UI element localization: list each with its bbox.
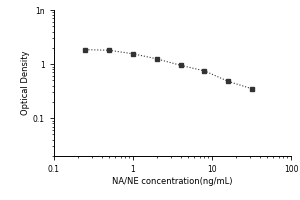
X-axis label: NA/NE concentration(ng/mL): NA/NE concentration(ng/mL) — [112, 177, 233, 186]
Y-axis label: Optical Density: Optical Density — [21, 51, 30, 115]
